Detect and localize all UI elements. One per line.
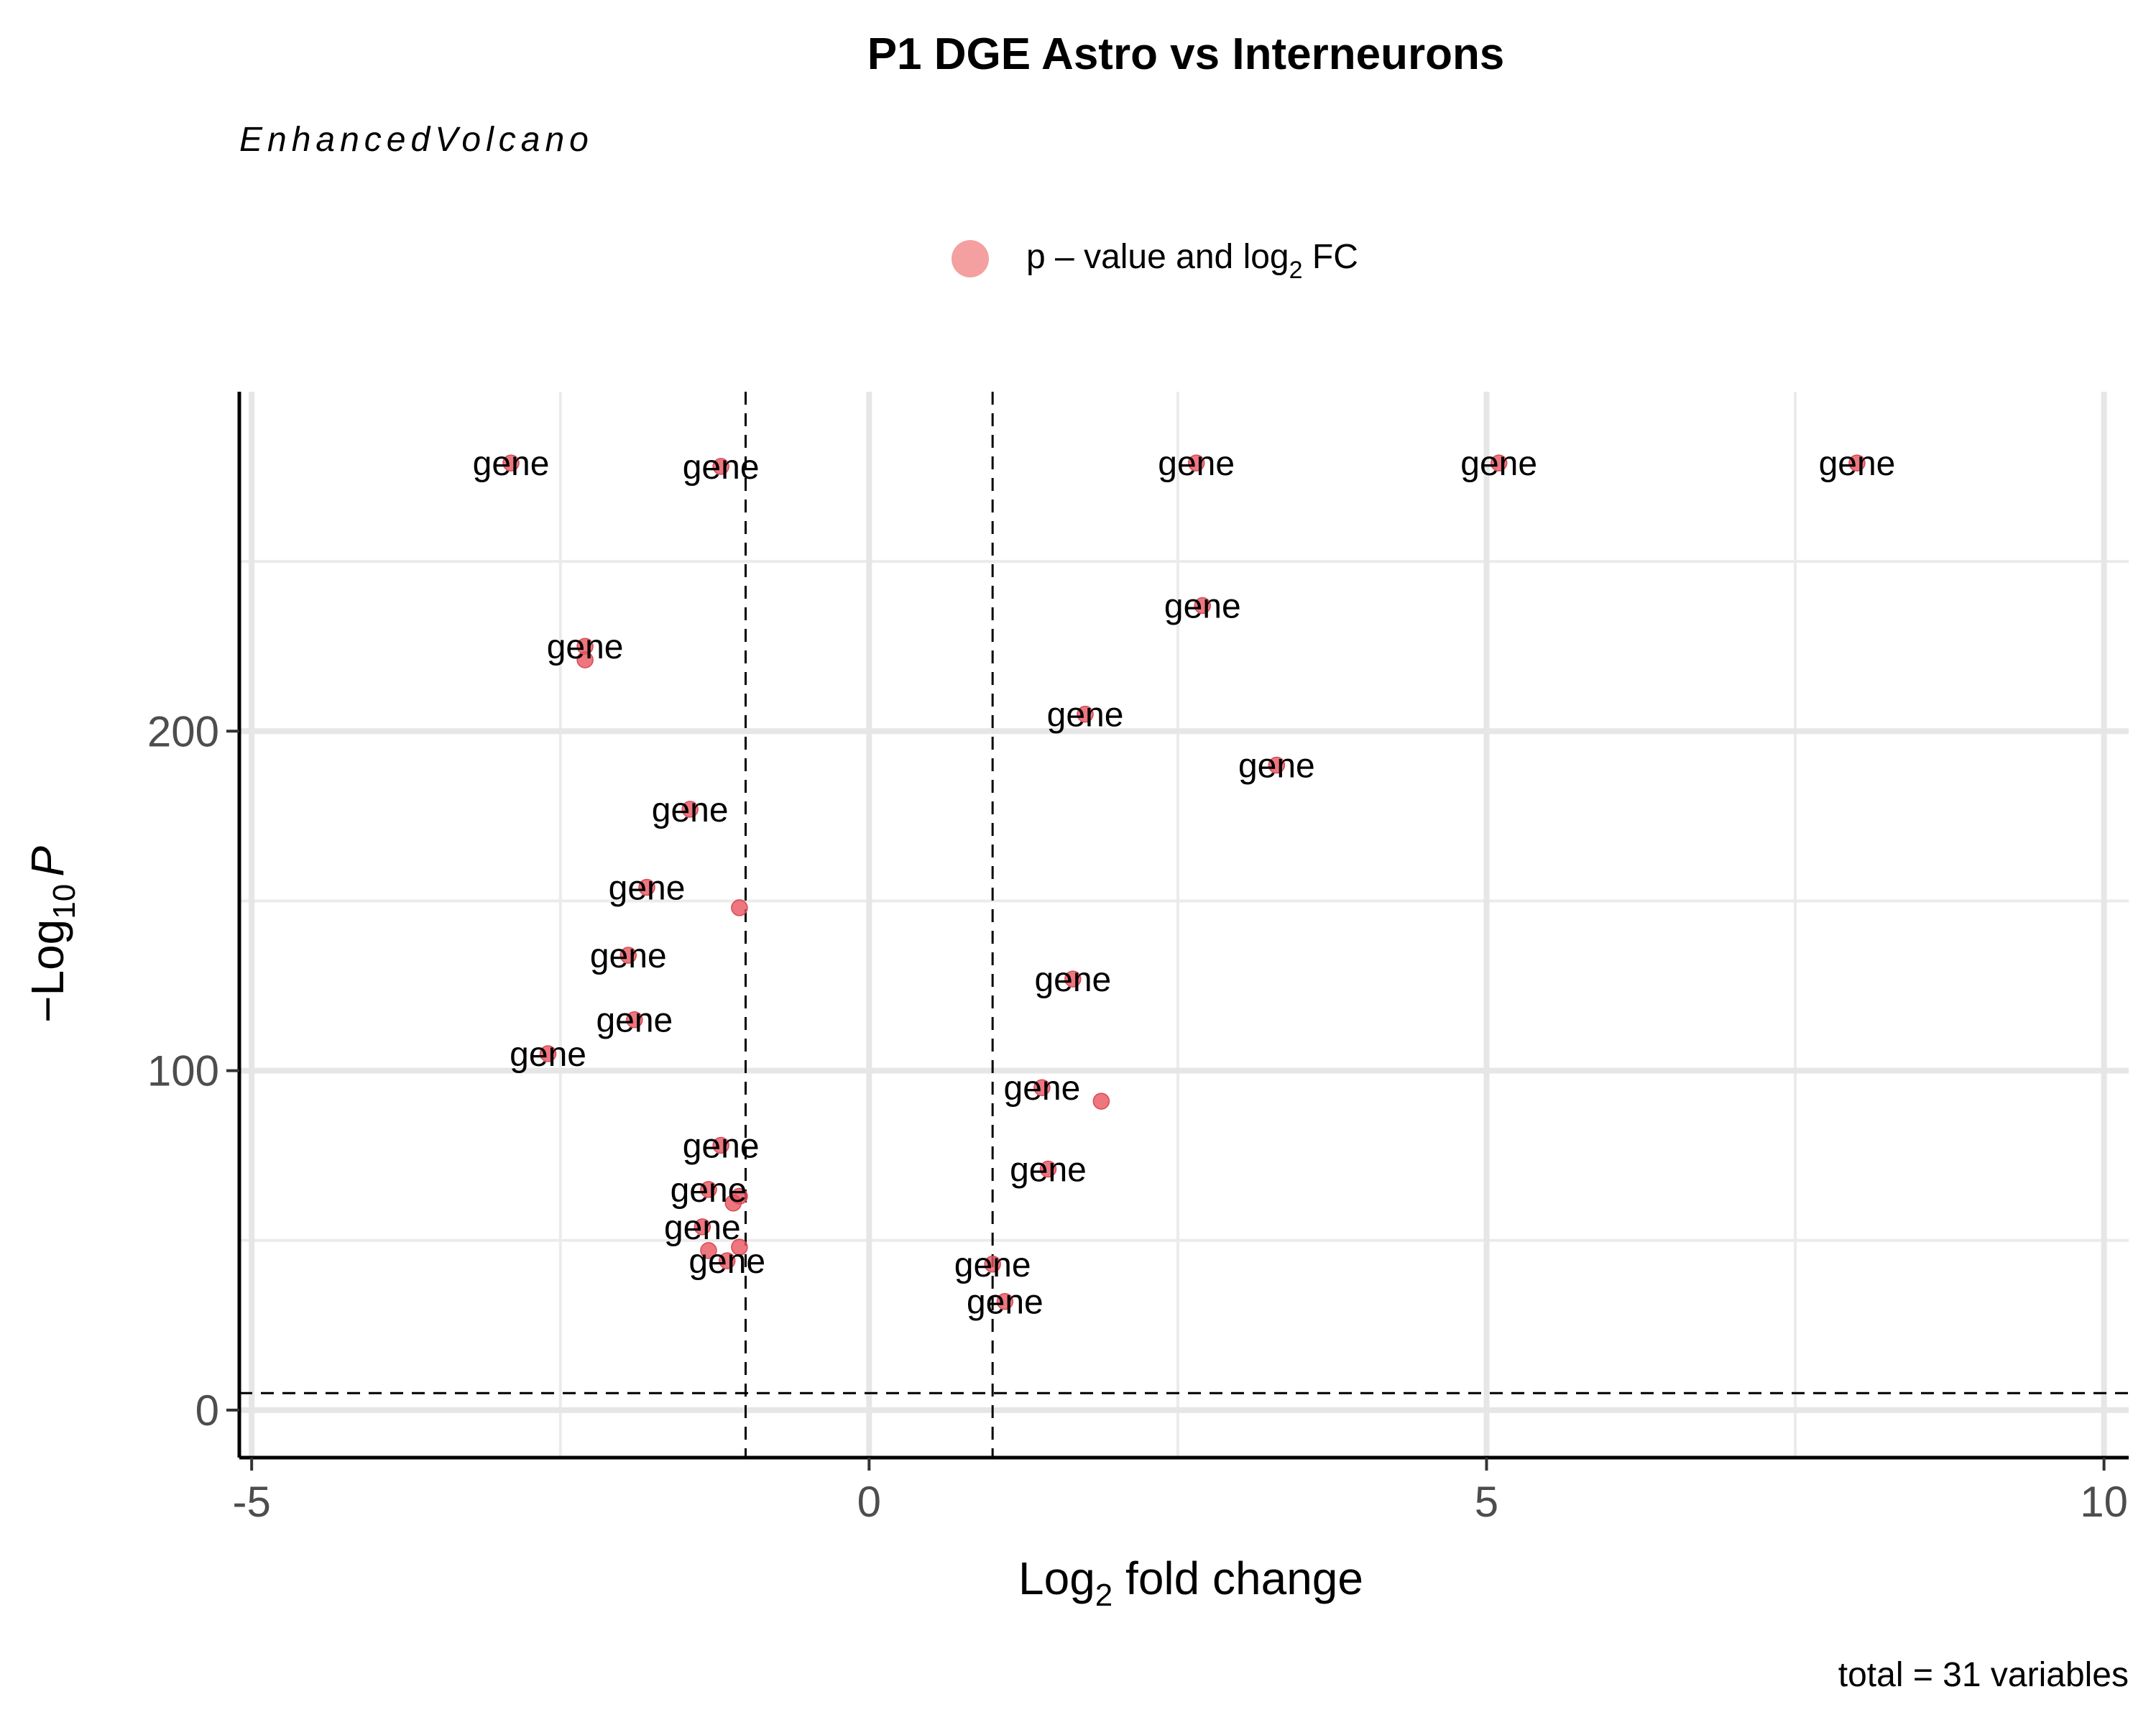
data-point: [996, 1292, 1014, 1310]
data-point: [1033, 1079, 1051, 1096]
data-point: [681, 801, 699, 818]
gene-label: gene: [954, 1246, 1031, 1284]
y-tick-label: 200: [147, 707, 219, 755]
x-tick-label: 10: [2080, 1478, 2128, 1526]
x-tick-label: 0: [857, 1478, 881, 1526]
caption: total = 31 variables: [1838, 1656, 2129, 1694]
data-point: [502, 454, 520, 472]
gene-label: gene: [1819, 445, 1896, 483]
data-point: [539, 1045, 557, 1062]
data-point: [1268, 756, 1286, 774]
legend: p – value and log2 FC: [952, 238, 1358, 284]
data-point: [1848, 454, 1866, 472]
data-point: [731, 899, 748, 916]
gene-label: gene: [967, 1284, 1044, 1322]
data-point: [1092, 1092, 1110, 1110]
gene-label: gene: [510, 1036, 586, 1074]
data-point: [638, 878, 655, 896]
gene-labels: gene gene gene gene genegenegenegenegenegene…: [473, 445, 1896, 1322]
data-point: [1194, 597, 1212, 615]
gene-label: gene: [683, 448, 760, 487]
data-point: [619, 947, 637, 964]
gene-label: gene: [1047, 696, 1124, 735]
gene-label: gene: [596, 1002, 673, 1040]
gene-label: gene: [1158, 445, 1235, 483]
x-tick-label: 5: [1475, 1478, 1498, 1526]
gene-label: gene: [1010, 1151, 1087, 1190]
data-point: [712, 458, 729, 475]
gene-label: gene: [664, 1209, 741, 1247]
legend-key-dot: [952, 240, 989, 277]
plot-gridlines: [239, 392, 2129, 1458]
data-point: [626, 1011, 643, 1029]
y-tick-label: 100: [147, 1047, 219, 1095]
data-point: [700, 1242, 717, 1259]
y-axis-title: −Log10P: [22, 846, 82, 1023]
gene-label: gene: [1164, 588, 1241, 626]
data-point: [1064, 970, 1082, 988]
data-point: [694, 1218, 711, 1236]
gene-label: gene: [1034, 961, 1111, 999]
gene-label: gene: [652, 791, 729, 829]
x-tick-label: -5: [233, 1478, 271, 1526]
data-point: [712, 1136, 729, 1154]
gene-label: gene: [1460, 445, 1537, 483]
data-point: [1039, 1160, 1057, 1178]
gene-label: gene: [473, 445, 550, 483]
gene-label: gene: [671, 1172, 747, 1210]
data-point: [700, 1181, 717, 1198]
gene-label: gene: [609, 870, 686, 908]
data-points: [502, 454, 1866, 1310]
legend-label: p – value and log2 FC: [1026, 238, 1358, 284]
data-point: [1077, 705, 1094, 723]
data-point: [1490, 454, 1508, 472]
gene-label: gene: [590, 937, 667, 975]
data-point: [731, 1238, 748, 1256]
data-point: [1187, 454, 1205, 472]
gene-label: gene: [1004, 1070, 1081, 1108]
gene-label: gene: [683, 1127, 760, 1165]
data-point: [984, 1256, 1001, 1273]
gene-label: gene: [1238, 748, 1315, 786]
chart-title: P1 DGE Astro vs Interneurons: [867, 29, 1505, 79]
x-axis-title: Log2 fold change: [1018, 1552, 1363, 1613]
data-point: [718, 1252, 736, 1269]
data-point: [576, 651, 594, 668]
data-point: [724, 1195, 742, 1212]
cutoff-lines: [239, 392, 2129, 1458]
gene-label: gene: [547, 628, 624, 666]
y-tick-label: 0: [195, 1386, 219, 1435]
gene-label: gene: [688, 1243, 765, 1281]
chart-subtitle: EnhancedVolcano: [239, 121, 594, 159]
